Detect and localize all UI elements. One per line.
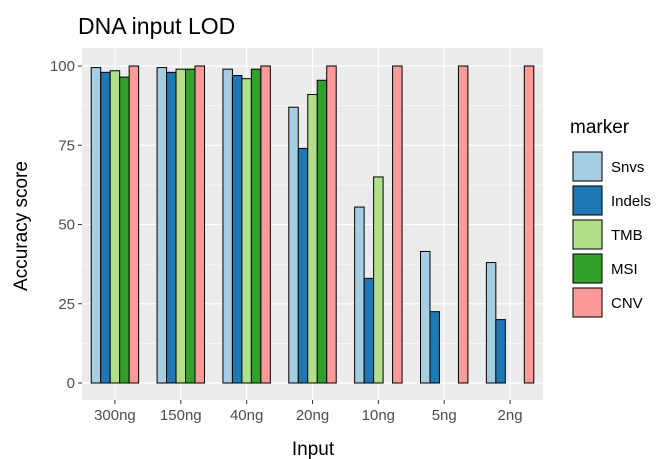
- bar-snvs-300ng: [90, 67, 102, 384]
- bar-cnv-150ng: [194, 65, 205, 384]
- x-tick-label: 20ng: [296, 407, 329, 424]
- bar-tmb-10ng: [373, 176, 384, 384]
- legend: marker Snvs Indels TMB MSI CNV: [570, 117, 651, 318]
- bar-tmb-40ng: [241, 78, 252, 384]
- bar-cnv-40ng: [260, 65, 271, 384]
- bar-indels-150ng: [166, 71, 177, 384]
- bar-tmb-20ng: [307, 94, 318, 384]
- legend-label-snvs: Snvs: [611, 159, 644, 176]
- bar-snvs-150ng: [156, 67, 168, 384]
- bar-indels-300ng: [100, 71, 111, 384]
- x-tick-label: 300ng: [94, 407, 136, 424]
- bars: [90, 65, 535, 384]
- y-tick-label: 25: [58, 296, 75, 313]
- y-axis-title: Accuracy score: [11, 161, 32, 291]
- legend-swatch-snvs: [572, 151, 603, 182]
- bar-indels-2ng: [495, 319, 506, 384]
- legend-swatch-indels: [572, 185, 603, 216]
- x-tick-label: 150ng: [160, 407, 202, 424]
- bar-snvs-20ng: [288, 106, 299, 384]
- legend-title: marker: [570, 117, 630, 138]
- x-axis-title: Input: [292, 439, 335, 459]
- y-tick-label: 50: [58, 217, 75, 234]
- bar-indels-5ng: [429, 311, 440, 384]
- bar-cnv-5ng: [457, 65, 469, 384]
- bar-snvs-40ng: [222, 68, 233, 384]
- x-tick-label: 10ng: [362, 407, 395, 424]
- bar-msi-40ng: [250, 68, 262, 384]
- bar-indels-10ng: [363, 277, 375, 384]
- bar-snvs-5ng: [420, 250, 431, 384]
- x-axis: 300ng 150ng 40ng 20ng 10ng 5ng 2ng: [94, 400, 523, 424]
- y-tick-label: 0: [67, 375, 75, 392]
- legend-label-cnv: CNV: [611, 295, 643, 312]
- y-axis: 0 25 50 75 100: [50, 58, 82, 392]
- bar-msi-300ng: [119, 76, 130, 384]
- bar-cnv-2ng: [523, 65, 535, 384]
- chart-title: DNA input LOD: [78, 13, 235, 39]
- legend-swatch-tmb: [572, 219, 603, 250]
- bar-indels-40ng: [231, 75, 243, 384]
- y-tick-label: 75: [58, 137, 75, 154]
- bar-cnv-300ng: [128, 65, 140, 384]
- x-tick-label: 5ng: [432, 407, 457, 424]
- y-tick-label: 100: [50, 58, 75, 75]
- bar-indels-20ng: [297, 147, 309, 384]
- legend-label-indels: Indels: [611, 193, 651, 210]
- x-tick-label: 40ng: [230, 407, 263, 424]
- bar-cnv-20ng: [326, 65, 337, 384]
- bar-msi-150ng: [185, 68, 196, 384]
- legend-swatch-msi: [572, 253, 603, 284]
- x-tick-label: 2ng: [498, 407, 523, 424]
- bar-snvs-2ng: [485, 262, 497, 384]
- legend-label-tmb: TMB: [611, 227, 643, 244]
- legend-label-msi: MSI: [611, 261, 638, 278]
- bar-cnv-10ng: [392, 65, 403, 384]
- legend-swatch-cnv: [572, 287, 603, 318]
- bar-snvs-10ng: [354, 206, 365, 384]
- bar-msi-20ng: [316, 79, 328, 384]
- bar-tmb-300ng: [109, 70, 121, 384]
- bar-tmb-150ng: [175, 68, 187, 384]
